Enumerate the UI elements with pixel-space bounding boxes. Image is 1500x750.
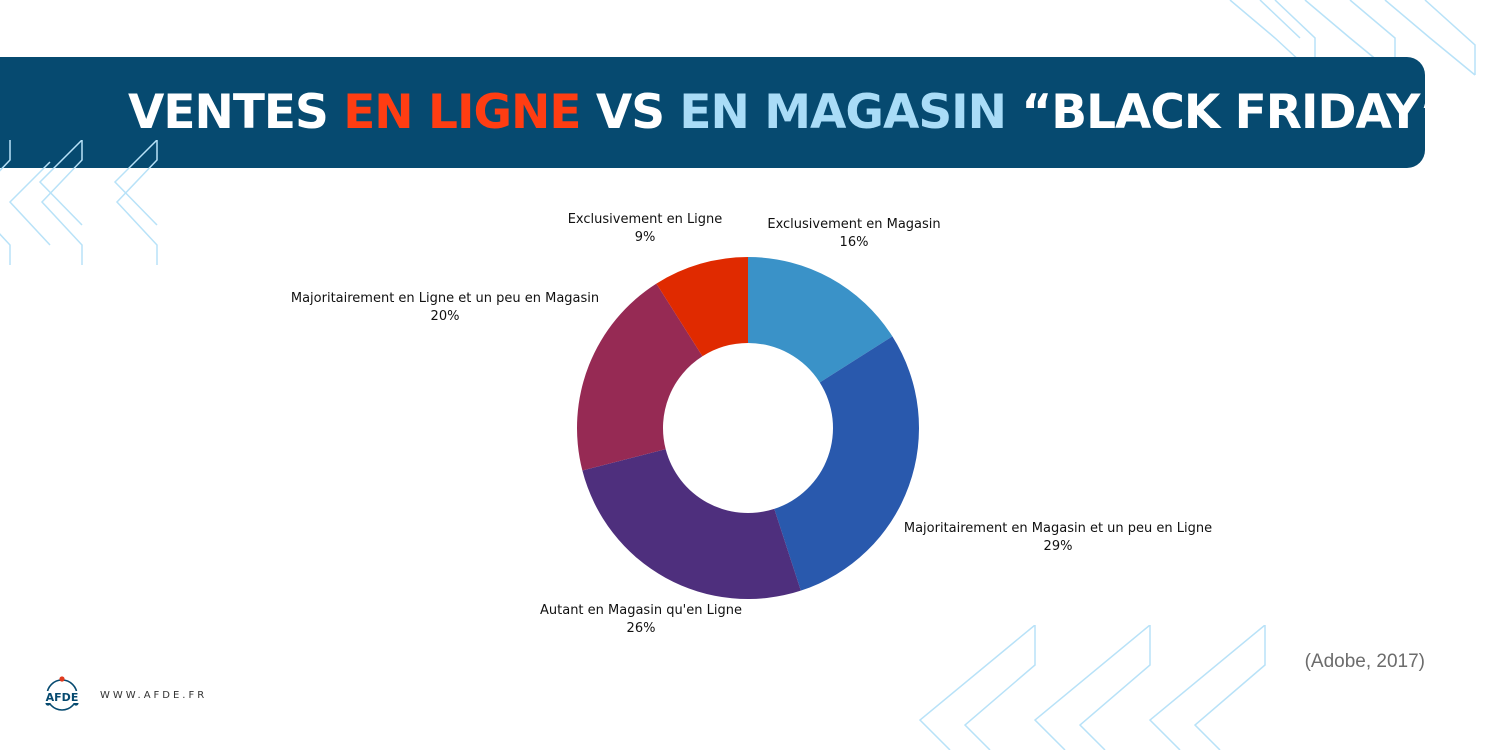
title-part-en-magasin: EN MAGASIN <box>679 85 1007 140</box>
donut-slice-0 <box>748 257 893 383</box>
slice-label-value: 20% <box>430 309 460 324</box>
label-majoritairement-magasin: Majoritairement en Magasin et un peu en … <box>898 520 1218 556</box>
donut-slice-2 <box>582 449 801 600</box>
donut-slice-1 <box>774 336 919 591</box>
slice-label-text: Majoritairement en Magasin et un peu en … <box>903 521 1213 536</box>
slice-label-text: Majoritairement en Ligne et un peu en Ma… <box>290 291 600 306</box>
page-title: VENTES EN LIGNE VS EN MAGASIN “BLACK FRI… <box>128 85 1450 140</box>
slice-label-text: Exclusivement en Ligne <box>567 212 723 227</box>
logo-text: AFDE <box>46 691 79 704</box>
label-majoritairement-ligne: Majoritairement en Ligne et un peu en Ma… <box>280 290 610 326</box>
source-citation: (Adobe, 2017) <box>1304 651 1425 672</box>
slice-label-value: 9% <box>634 230 656 245</box>
slice-label-value: 29% <box>1043 539 1073 554</box>
brand-footer: AFDE WWW.AFDE.FR <box>40 674 207 716</box>
slice-label-value: 16% <box>839 235 869 250</box>
donut-slice-4 <box>656 257 748 357</box>
label-autant: Autant en Magasin qu'en Ligne 26% <box>530 602 752 638</box>
website-link[interactable]: WWW.AFDE.FR <box>100 689 208 701</box>
title-part-en-ligne: EN LIGNE <box>343 85 581 140</box>
label-exclusivement-ligne: Exclusivement en Ligne 9% <box>560 211 730 247</box>
slice-label-text: Autant en Magasin qu'en Ligne <box>540 603 742 618</box>
title-banner <box>0 57 1425 168</box>
chevron-decoration-left <box>0 140 158 265</box>
slice-label-text: Exclusivement en Magasin <box>767 217 941 232</box>
title-part-vs: VS <box>580 85 680 140</box>
afde-logo: AFDE <box>42 676 82 711</box>
donut-slice-3 <box>577 283 703 471</box>
title-part-black-friday: “BLACK FRIDAY” <box>1006 85 1450 140</box>
title-part-ventes: VENTES <box>128 85 344 140</box>
slice-label-value: 26% <box>626 621 656 636</box>
label-exclusivement-magasin: Exclusivement en Magasin 16% <box>765 216 943 252</box>
chevron-decoration-bottom <box>918 625 1266 750</box>
